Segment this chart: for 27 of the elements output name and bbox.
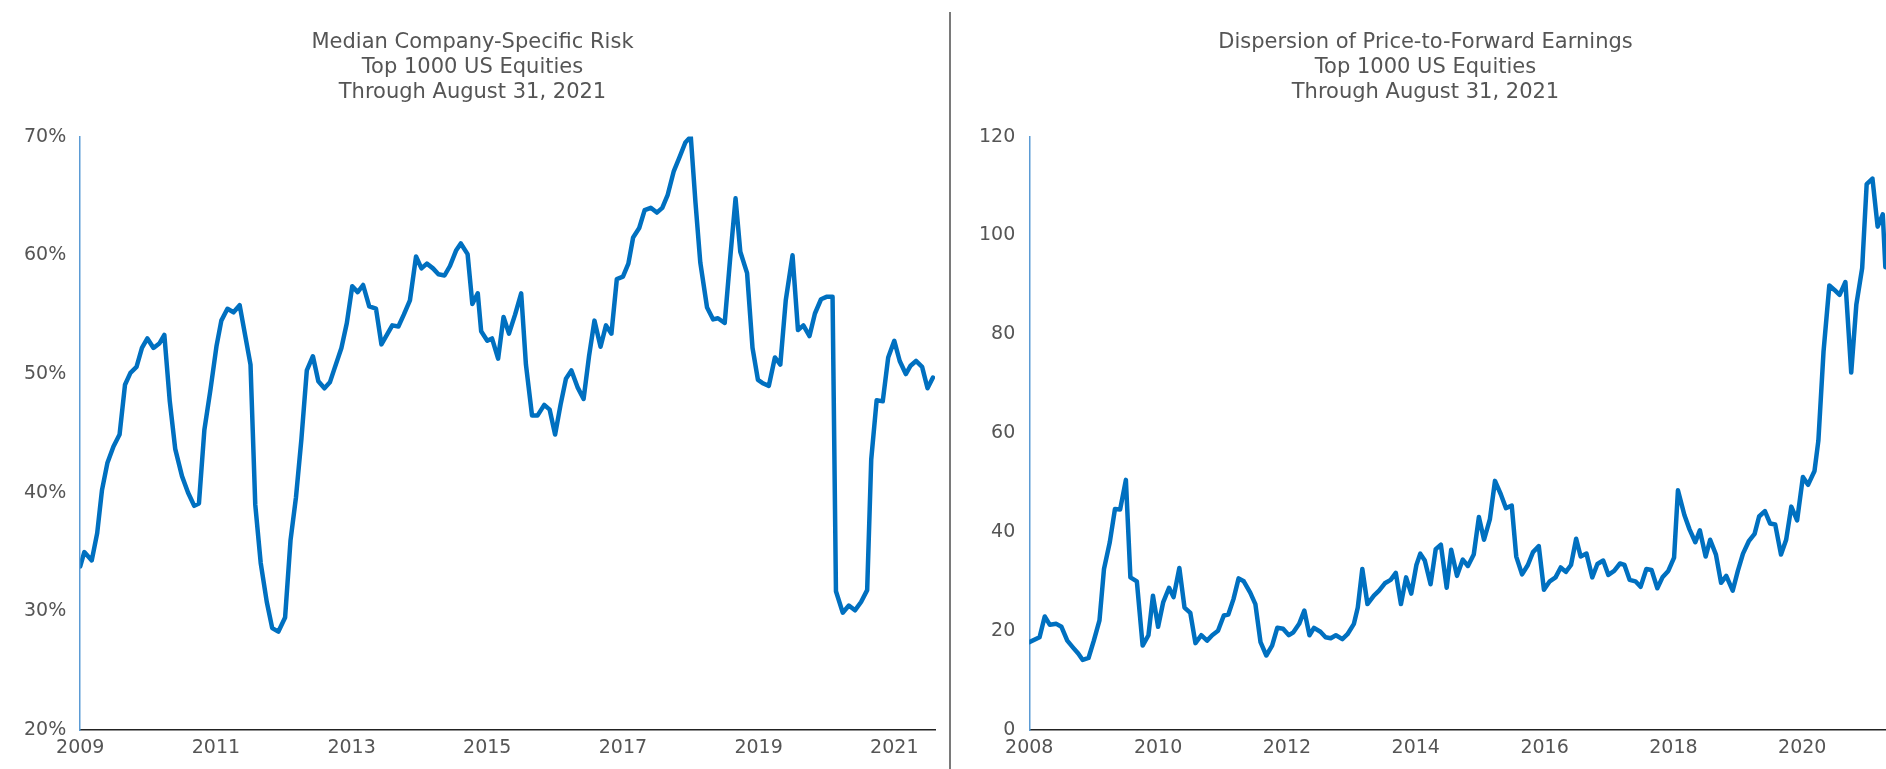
y-tick-label: 40%: [24, 479, 67, 502]
y-tick-label: 120: [979, 123, 1016, 146]
x-tick-label: 2011: [191, 734, 241, 757]
chart-subtitle: Top 1000 US Equities Through August 31, 2021: [337, 54, 607, 104]
x-tick-label: 2018: [1649, 734, 1698, 757]
x-tick-label: 2020: [1778, 734, 1827, 757]
x-tick-label: 2010: [1133, 734, 1183, 757]
x-tick-label: 2013: [327, 734, 376, 757]
y-tick-label: 50%: [24, 360, 67, 383]
chart-title: Dispersion of Price-to-Forward Earnings: [1218, 29, 1633, 54]
y-tick-label: 20: [991, 618, 1016, 641]
y-tick-label: 60: [991, 420, 1016, 443]
chart-title: Median Company-Specific Risk: [311, 29, 635, 54]
x-tick-label: 2019: [734, 734, 783, 757]
y-tick-label: 80: [991, 321, 1016, 344]
x-tick-label: 2021: [870, 734, 919, 757]
x-tick-label: 2014: [1391, 734, 1440, 757]
y-tick-label: 60%: [24, 242, 67, 265]
y-tick-label: 30%: [24, 598, 67, 621]
y-tick-label: 100: [979, 222, 1016, 245]
y-tick-label: 40: [991, 519, 1016, 542]
y-tick-label: 70%: [24, 123, 67, 146]
x-tick-label: 2016: [1520, 734, 1569, 757]
x-tick-label: 2015: [463, 734, 512, 757]
x-tick-label: 2017: [598, 734, 648, 757]
x-tick-label: 2012: [1262, 734, 1312, 757]
chart-subtitle: Top 1000 US Equities Through August 31, 2021: [1290, 54, 1560, 104]
